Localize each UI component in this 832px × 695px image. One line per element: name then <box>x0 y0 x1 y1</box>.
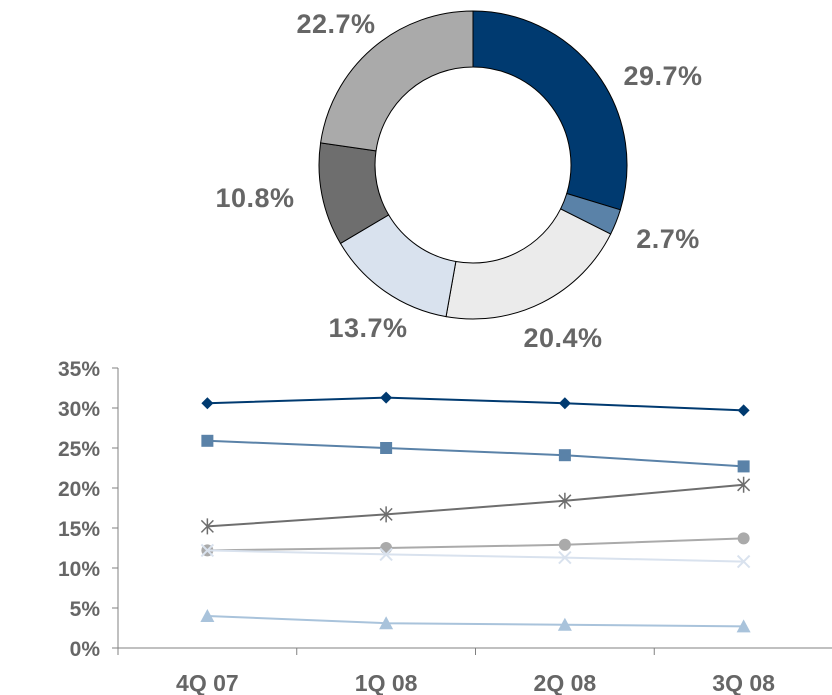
data-point-x <box>736 554 751 569</box>
donut-slice-label: 10.8% <box>215 183 294 213</box>
donut-slice-label: 29.7% <box>623 61 702 91</box>
data-point-square <box>737 460 750 473</box>
donut-chart: 29.7% 2.7% 20.4% 13.7% 10.8% 22.7% <box>215 9 702 353</box>
series-line <box>207 396 744 412</box>
donut-slice <box>445 208 612 320</box>
donut-slice-label: 22.7% <box>296 9 375 39</box>
data-point-x <box>200 543 215 558</box>
series-6 <box>200 609 751 633</box>
data-point-triangle <box>736 619 751 633</box>
data-point-circle <box>737 532 750 545</box>
donut-slice-label: 20.4% <box>523 323 602 353</box>
donut-slice <box>472 10 628 211</box>
data-point-star <box>200 518 214 535</box>
series-line <box>207 483 744 528</box>
series-2 <box>201 434 750 473</box>
data-point-triangle <box>379 616 394 630</box>
data-point-diamond <box>201 397 214 410</box>
series-line <box>207 537 744 552</box>
data-point-square <box>558 449 571 462</box>
data-point-x <box>558 550 572 565</box>
data-point-diamond <box>737 404 750 417</box>
y-tick-label: 30% <box>58 398 100 421</box>
y-tick-label: 25% <box>58 438 100 461</box>
data-point-diamond <box>380 391 393 404</box>
series-3 <box>200 476 751 535</box>
data-point-square <box>380 442 393 454</box>
x-tick-label: 1Q 08 <box>355 670 418 695</box>
donut-slice-label: 2.7% <box>636 224 700 254</box>
series-line <box>207 439 744 468</box>
y-tick-label: 15% <box>58 518 100 541</box>
y-tick-label: 10% <box>58 558 100 581</box>
data-point-star <box>737 476 751 493</box>
data-point-diamond <box>558 397 571 410</box>
series-5 <box>200 543 751 569</box>
data-point-circle <box>558 538 571 551</box>
x-tick-label: 3Q 08 <box>712 670 775 695</box>
series-1 <box>201 391 750 417</box>
line-chart: 0% 5% 10% 15% 20% 25% 30% 35% 4Q 07 1Q 08 2Q 08 3Q … <box>58 358 832 695</box>
data-point-x <box>379 547 393 562</box>
data-point-square <box>201 434 214 447</box>
y-tick-label: 20% <box>58 478 100 501</box>
data-point-triangle <box>557 617 572 631</box>
donut-slice-label: 13.7% <box>328 313 407 343</box>
y-tick-label: 5% <box>70 598 101 621</box>
y-tick-label: 0% <box>70 638 101 661</box>
series-line <box>207 615 744 628</box>
donut-slice <box>320 10 474 152</box>
x-tick-label: 4Q 07 <box>176 670 239 695</box>
data-point-circle <box>380 542 393 554</box>
data-point-triangle <box>200 609 215 622</box>
data-point-star <box>379 506 393 523</box>
x-tick-label: 2Q 08 <box>534 670 597 695</box>
y-tick-label: 35% <box>58 358 100 381</box>
data-point-star <box>558 492 572 509</box>
series-line <box>207 549 744 563</box>
